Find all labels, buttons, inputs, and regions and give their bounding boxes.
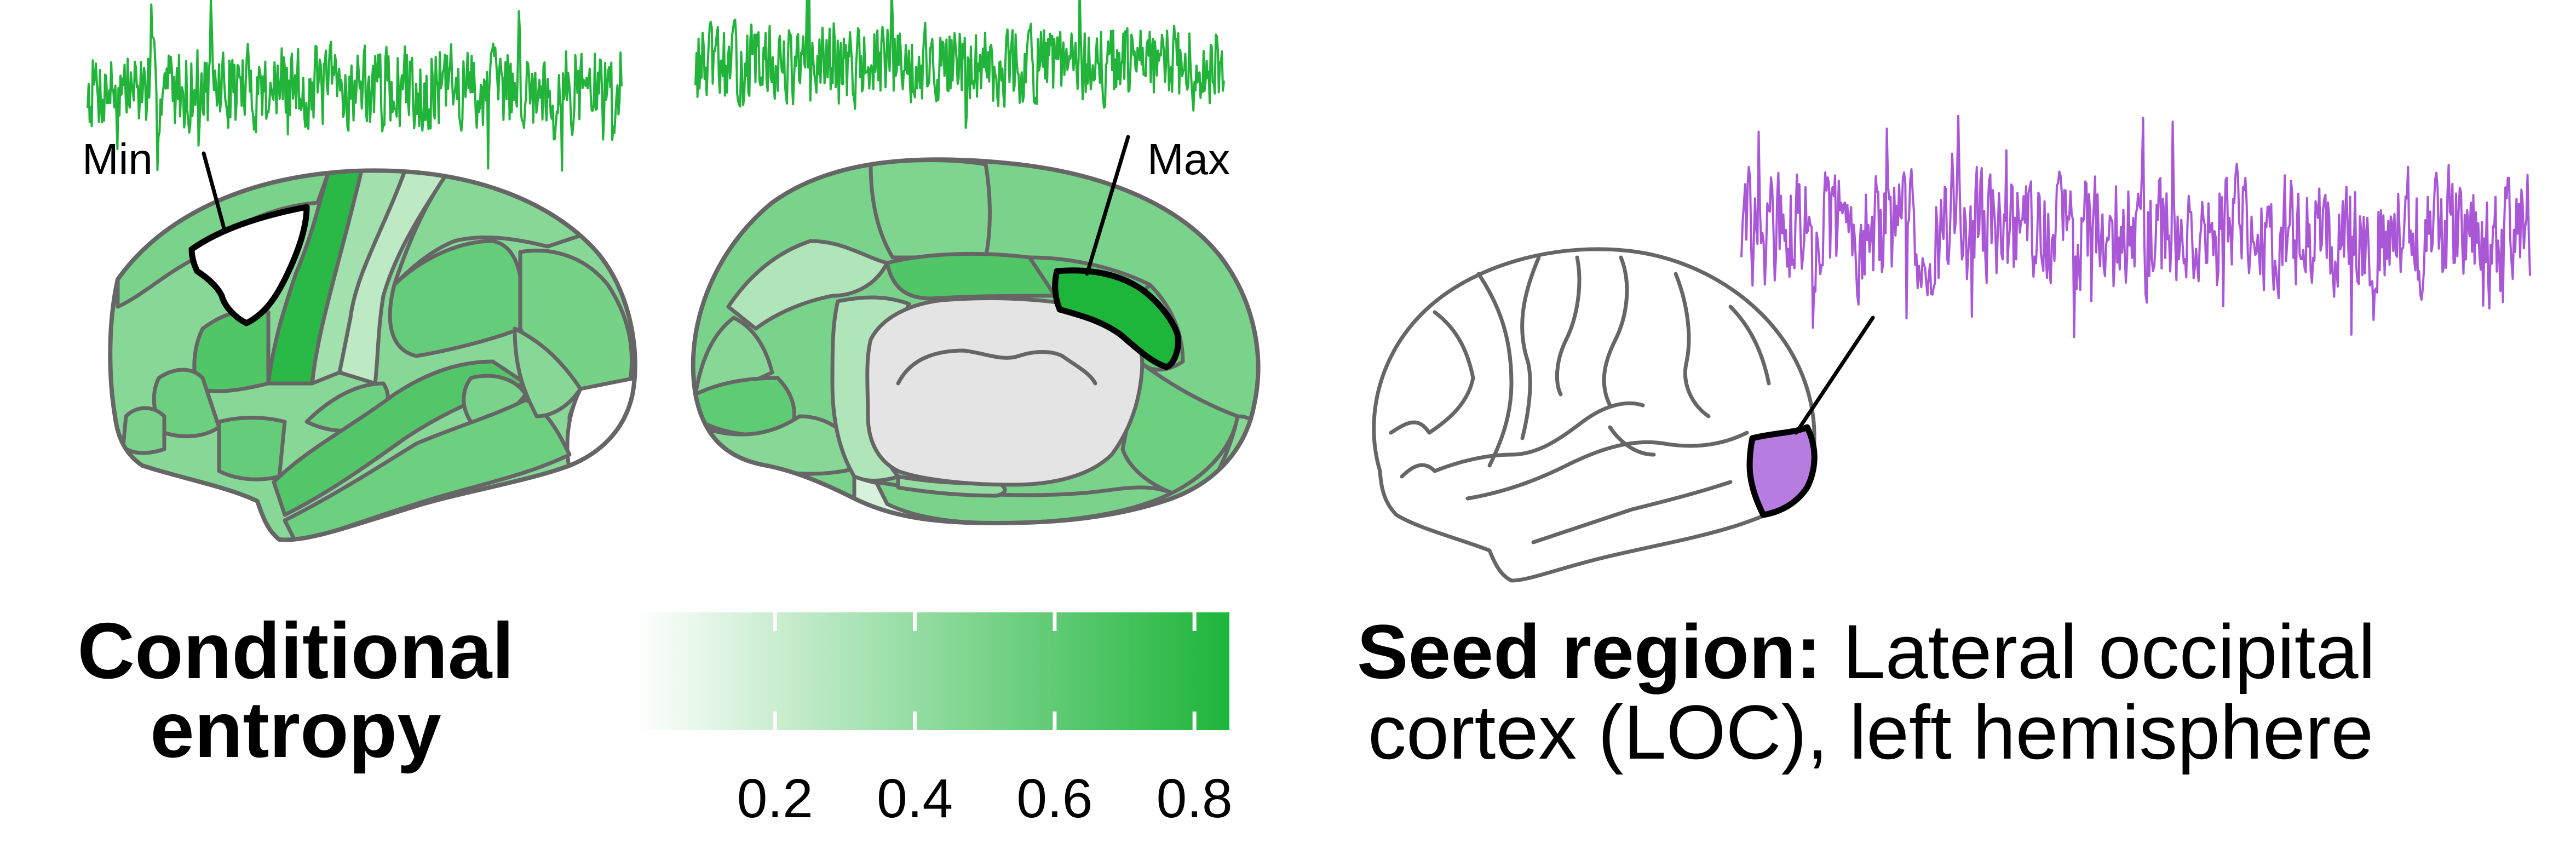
colorbar-legend: Conditional entropy 0.2 0.4 0.6 0.8 <box>77 606 1232 829</box>
trace-max-region <box>694 0 1225 129</box>
colorbar-tick-label: 0.2 <box>737 768 813 829</box>
region-medial-wall <box>865 296 1145 487</box>
seed-brain <box>1372 247 1818 583</box>
medial-brain-outline <box>691 157 1261 525</box>
region-precentral <box>266 170 364 386</box>
region-paracentral <box>869 159 992 260</box>
region-transverse-temporal <box>513 326 583 418</box>
colorbar-ticks <box>773 612 1197 730</box>
colorbar-tick-label: 0.4 <box>877 768 953 829</box>
leader-seed <box>1794 315 1875 435</box>
lateral-brain <box>108 168 637 542</box>
legend-title-line1: Conditional <box>77 606 514 695</box>
seed-region-loc <box>1746 424 1818 518</box>
colorbar-tick-labels: 0.2 0.4 0.6 0.8 <box>737 768 1233 829</box>
region-lateral-orbitofrontal <box>217 416 287 481</box>
leader-min <box>202 151 227 232</box>
colorbar-tick-label: 0.6 <box>1016 768 1092 829</box>
seed-caption-line1: Seed region: Lateral occipital <box>1357 609 2376 695</box>
medial-brain <box>691 157 1261 525</box>
medial-wall-sulcus <box>896 348 1097 386</box>
lateral-brain-outline <box>108 168 637 542</box>
region-max-highlight <box>1052 267 1181 370</box>
trace-min-region <box>87 0 623 172</box>
seed-caption-rest: Lateral occipital <box>1821 609 2376 695</box>
colorbar-tick-label: 0.8 <box>1157 768 1233 829</box>
region-pars-triangularis <box>121 406 166 455</box>
seed-brain-sulci <box>1389 255 1771 544</box>
leader-max <box>1085 135 1130 276</box>
region-min-highlight <box>188 204 310 326</box>
region-postcentral <box>337 170 451 386</box>
callout-max: Max <box>1147 135 1230 183</box>
seed-caption-bold: Seed region: <box>1357 609 1821 695</box>
colorbar <box>635 612 1229 730</box>
trace-seed-region <box>1740 114 2531 339</box>
callout-min: Min <box>82 135 153 183</box>
seed-caption-line2: cortex (LOC), left hemisphere <box>1368 689 2373 775</box>
region-pars-opercularis <box>152 368 221 438</box>
legend-title-line2: entropy <box>150 685 441 774</box>
